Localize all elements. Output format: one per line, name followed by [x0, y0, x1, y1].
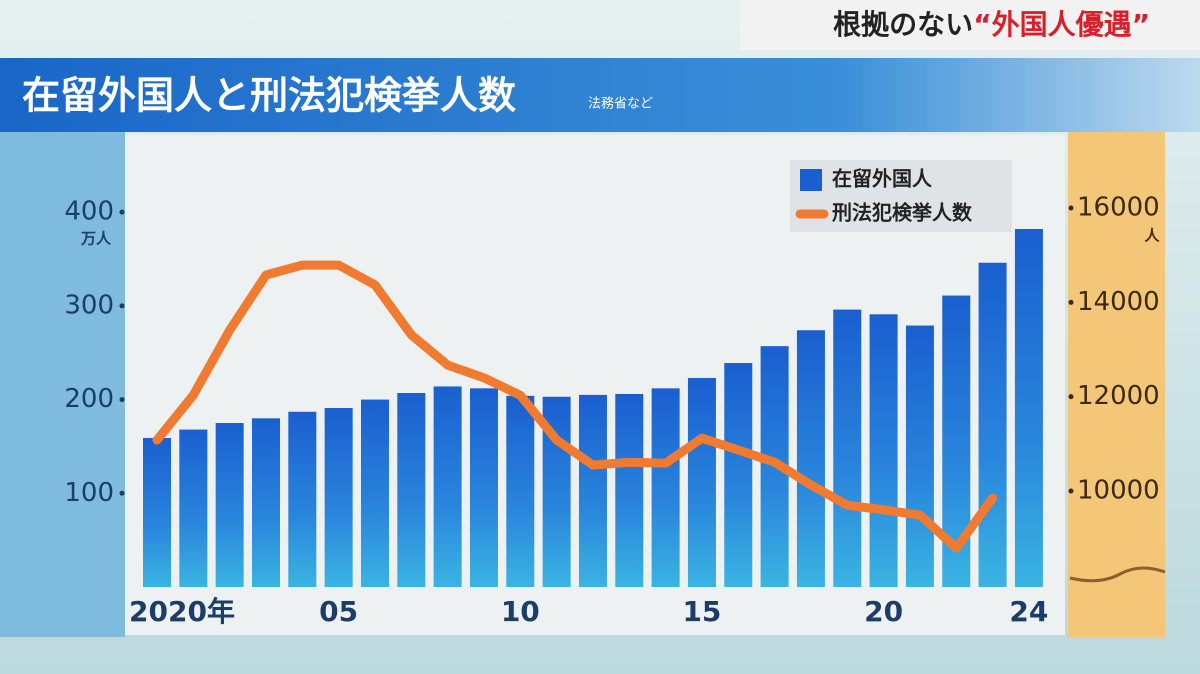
y-axis-label: 万人 — [80, 230, 112, 248]
bar — [251, 418, 280, 587]
y-tick — [119, 209, 125, 215]
x-tick-label: 05 — [319, 595, 358, 628]
bar — [469, 388, 498, 587]
bar — [397, 393, 426, 587]
chart-title: 在留外国人と刑法犯検挙人数 — [22, 74, 516, 118]
y-tick-label: 300 — [64, 290, 114, 320]
banner-text: 根拠のない — [833, 8, 973, 41]
y2-tick-label: 16000 — [1077, 193, 1160, 223]
x-tick-label: 10 — [501, 595, 540, 628]
y2-tick — [1068, 299, 1074, 305]
y2-tick-label: 10000 — [1077, 476, 1160, 506]
y-tick — [119, 303, 125, 309]
x-tick-label: 2020年 — [129, 595, 235, 628]
bar — [288, 411, 317, 587]
bar — [143, 438, 171, 587]
bar — [360, 399, 389, 587]
bar — [324, 408, 353, 587]
banner-box — [740, 0, 1200, 50]
title-bar — [0, 58, 1200, 132]
y2-tick — [1068, 488, 1074, 494]
decoration — [1069, 566, 1166, 583]
y2-tick — [1068, 394, 1074, 400]
bar — [215, 423, 244, 587]
bar — [433, 386, 462, 587]
x-tick-label: 24 — [1009, 595, 1048, 628]
legend-box — [790, 160, 1012, 232]
y-tick — [119, 490, 125, 496]
y-tick-label: 200 — [64, 384, 114, 414]
bar — [796, 330, 825, 587]
line — [152, 260, 998, 553]
y-tick — [119, 397, 125, 403]
banner: 根拠のない“外国人優遇” — [833, 8, 1150, 41]
bar — [1014, 229, 1043, 588]
bar — [905, 325, 934, 587]
right-panel — [1068, 132, 1165, 637]
bar — [651, 388, 680, 587]
x-tick-label: 20 — [864, 595, 903, 628]
y2-axis-label: 人 — [1144, 227, 1160, 245]
bar — [687, 378, 716, 587]
bar — [179, 429, 208, 587]
bar — [869, 314, 898, 587]
y2-tick-label: 14000 — [1077, 287, 1160, 317]
banner-highlight: “外国人優遇” — [973, 8, 1150, 41]
y2-tick-label: 12000 — [1077, 381, 1160, 411]
bar — [833, 309, 862, 587]
y2-tick — [1068, 205, 1074, 211]
legend-label: 刑法犯検挙人数 — [832, 201, 973, 225]
x-axis-strip — [125, 590, 1065, 635]
bar — [724, 363, 753, 587]
bar — [615, 393, 644, 587]
bar — [978, 262, 1007, 587]
bar — [578, 394, 607, 587]
y-tick-label: 100 — [64, 478, 114, 508]
left-panel — [0, 132, 125, 637]
legend-swatch — [800, 169, 822, 191]
subtitle: 法務省など — [588, 97, 653, 112]
x-tick-label: 15 — [682, 595, 721, 628]
bar — [506, 395, 535, 587]
y-tick-label: 400 — [64, 197, 114, 227]
legend-label: 在留外国人 — [832, 167, 933, 191]
